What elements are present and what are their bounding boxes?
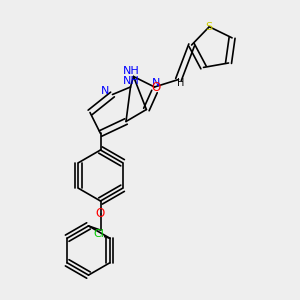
Text: N: N (152, 78, 160, 88)
Text: Cl: Cl (94, 229, 105, 239)
Text: H: H (177, 77, 184, 88)
Text: O: O (96, 207, 105, 220)
Text: N: N (101, 86, 109, 97)
Text: S: S (206, 22, 213, 32)
Text: O: O (151, 81, 160, 94)
Text: NH: NH (123, 76, 140, 86)
Text: NH: NH (123, 66, 140, 76)
